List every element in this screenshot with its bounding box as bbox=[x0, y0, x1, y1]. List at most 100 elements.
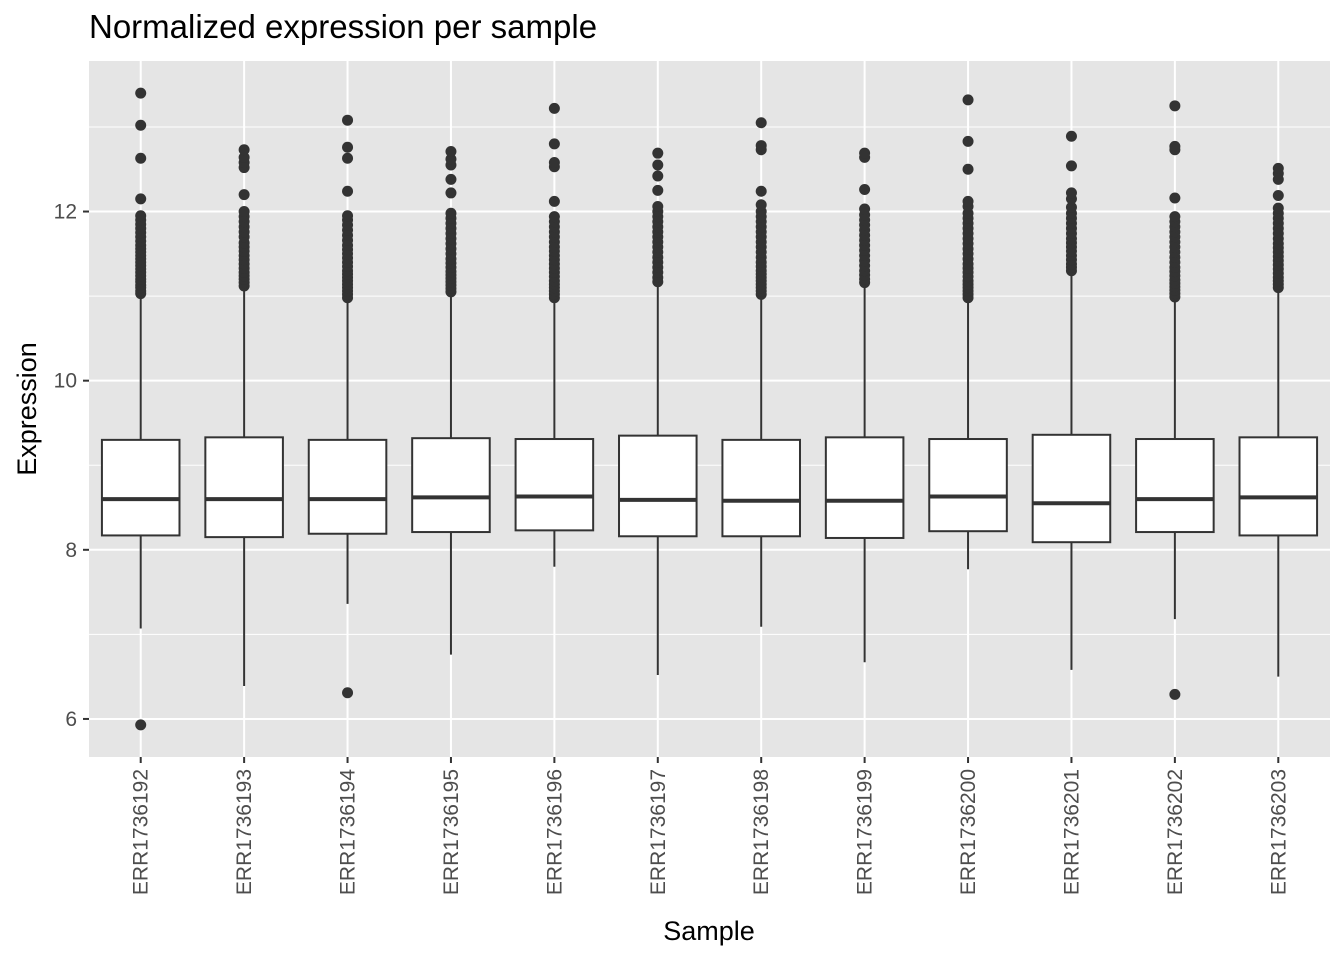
x-tick-label: ERR1736194 bbox=[337, 769, 360, 895]
x-tick-label: ERR1736201 bbox=[1060, 769, 1083, 895]
outlier-point bbox=[1169, 100, 1181, 112]
outlier-point bbox=[1065, 160, 1077, 172]
x-axis-title: Sample bbox=[663, 916, 755, 946]
outlier-point bbox=[445, 173, 457, 185]
box-ERR1736194 bbox=[307, 114, 388, 699]
x-tick-label: ERR1736196 bbox=[543, 769, 566, 895]
outlier-point bbox=[135, 152, 147, 164]
outlier-point bbox=[548, 211, 560, 223]
outlier-point bbox=[1272, 202, 1284, 214]
outlier-point bbox=[548, 195, 560, 207]
outlier-point bbox=[755, 185, 767, 197]
outlier-point bbox=[755, 199, 767, 211]
y-tick-label: 8 bbox=[65, 539, 77, 562]
outlier-point bbox=[1065, 187, 1077, 199]
box-ERR1736196 bbox=[514, 102, 595, 567]
x-tick-label: ERR1736193 bbox=[233, 769, 256, 895]
outlier-point bbox=[1169, 211, 1181, 223]
outlier-point bbox=[548, 138, 560, 150]
box-ERR1736200 bbox=[928, 94, 1008, 570]
iqr-box bbox=[618, 434, 698, 538]
outlier-point bbox=[652, 147, 664, 159]
iqr-box bbox=[1135, 438, 1215, 534]
iqr-box bbox=[928, 438, 1008, 533]
iqr-box bbox=[100, 438, 181, 537]
outlier-point bbox=[342, 114, 354, 126]
outlier-point bbox=[962, 195, 974, 207]
iqr-box bbox=[307, 438, 388, 535]
x-tick-label: ERR1736198 bbox=[750, 769, 773, 895]
outlier-point bbox=[962, 163, 974, 175]
outlier-point bbox=[342, 687, 354, 699]
x-tick-label: ERR1736195 bbox=[440, 769, 463, 895]
outlier-point bbox=[135, 87, 147, 99]
outlier-point bbox=[859, 184, 871, 196]
outlier-point bbox=[342, 185, 354, 197]
outlier-point bbox=[238, 151, 250, 163]
y-axis-title: Expression bbox=[12, 342, 42, 476]
box-ERR1736202 bbox=[1135, 100, 1215, 700]
iqr-box bbox=[1031, 433, 1112, 544]
outlier-point bbox=[238, 144, 250, 156]
outlier-point bbox=[342, 141, 354, 153]
y-tick-label: 12 bbox=[54, 201, 77, 224]
iqr-box bbox=[411, 437, 491, 534]
outlier-point bbox=[445, 187, 457, 199]
outlier-point bbox=[859, 147, 871, 159]
iqr-box bbox=[1238, 436, 1319, 537]
outlier-point bbox=[1272, 162, 1284, 174]
outlier-point bbox=[445, 145, 457, 157]
x-tick-label: ERR1736197 bbox=[647, 769, 670, 895]
plot-panel bbox=[89, 61, 1330, 757]
outlier-point bbox=[135, 119, 147, 131]
iqr-box bbox=[514, 438, 595, 532]
outlier-point bbox=[548, 102, 560, 114]
x-tick-label: ERR1736203 bbox=[1267, 769, 1290, 895]
outlier-point bbox=[1272, 189, 1284, 201]
outlier-point bbox=[652, 159, 664, 171]
x-tick-label: ERR1736192 bbox=[130, 769, 153, 895]
box-ERR1736201 bbox=[1031, 130, 1112, 670]
box-ERR1736195 bbox=[411, 145, 491, 655]
x-tick-label: ERR1736202 bbox=[1164, 769, 1187, 895]
outlier-point bbox=[238, 189, 250, 201]
box-ERR1736193 bbox=[204, 144, 284, 686]
outlier-point bbox=[652, 184, 664, 196]
outlier-point bbox=[1169, 140, 1181, 152]
y-tick-label: 10 bbox=[54, 370, 77, 393]
outlier-point bbox=[1065, 130, 1077, 142]
chart-title: Normalized expression per sample bbox=[89, 8, 597, 45]
x-axis: ERR1736192 ERR1736193 ERR1736194 ERR1736195… bbox=[130, 757, 1290, 895]
outlier-point bbox=[652, 170, 664, 182]
outlier-point bbox=[342, 210, 354, 222]
iqr-box bbox=[824, 436, 905, 539]
outlier-point bbox=[859, 203, 871, 215]
outlier-point bbox=[238, 206, 250, 218]
x-tick-label: ERR1736199 bbox=[854, 769, 877, 895]
outlier-point bbox=[1169, 192, 1181, 204]
outlier-point bbox=[962, 135, 974, 147]
iqr-box bbox=[204, 436, 284, 539]
iqr-box bbox=[721, 438, 801, 538]
outlier-point bbox=[135, 210, 147, 222]
outlier-point bbox=[548, 156, 560, 168]
outlier-point bbox=[445, 207, 457, 219]
outlier-point bbox=[445, 153, 457, 165]
box-ERR1736197 bbox=[618, 147, 698, 675]
box-ERR1736192 bbox=[100, 87, 181, 731]
outlier-point bbox=[1169, 688, 1181, 700]
y-axis: 6 8 10 12 bbox=[54, 201, 89, 731]
outlier-point bbox=[755, 140, 767, 152]
outlier-point bbox=[342, 152, 354, 164]
box-series bbox=[100, 87, 1319, 731]
outlier-point bbox=[755, 117, 767, 129]
x-tick-label: ERR1736200 bbox=[957, 769, 980, 895]
outlier-point bbox=[1065, 201, 1077, 213]
y-tick-label: 6 bbox=[65, 708, 77, 731]
box-ERR1736203 bbox=[1238, 162, 1319, 677]
outlier-point bbox=[135, 719, 147, 731]
outlier-point bbox=[135, 193, 147, 205]
outlier-point bbox=[962, 94, 974, 106]
box-ERR1736199 bbox=[824, 147, 905, 663]
